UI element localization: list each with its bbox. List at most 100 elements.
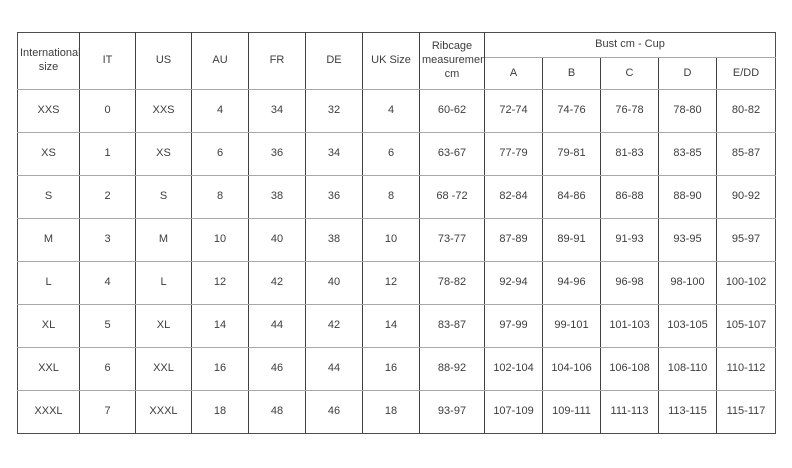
col-header-cup-b: B xyxy=(542,57,601,90)
size-value-cell: 63-67 xyxy=(419,132,485,176)
size-value-cell: 81-83 xyxy=(600,132,659,176)
size-value-cell: XXL xyxy=(135,347,192,391)
size-value-cell: 34 xyxy=(305,132,363,176)
col-header-cup-c: C xyxy=(600,57,659,90)
size-value-cell: 60-62 xyxy=(419,89,485,133)
size-value-cell: XXXL xyxy=(135,390,192,434)
size-value-cell: XL xyxy=(135,304,192,348)
size-value-cell: 16 xyxy=(191,347,249,391)
size-value-cell: 83-85 xyxy=(658,132,717,176)
size-value-cell: 109-111 xyxy=(542,390,601,434)
table-row: M 3 M 10 40 38 10 73-77 87-89 89-91 91-93 93-95 95-9… xyxy=(17,218,776,262)
size-value-cell: 76-78 xyxy=(600,89,659,133)
size-value-cell: 104-106 xyxy=(542,347,601,391)
size-value-cell: 14 xyxy=(191,304,249,348)
size-label-cell: XL xyxy=(17,304,80,348)
size-value-cell: 5 xyxy=(79,304,136,348)
col-header-cup-edd: E/DD xyxy=(716,57,776,90)
size-label-cell: XS xyxy=(17,132,80,176)
size-value-cell: 18 xyxy=(362,390,420,434)
size-value-cell: 94-96 xyxy=(542,261,601,305)
header-row-cups: A B C D E/DD xyxy=(18,57,776,90)
size-value-cell: 85-87 xyxy=(716,132,776,176)
size-value-cell: 18 xyxy=(191,390,249,434)
table-row: XL 5 XL 14 44 42 14 83-87 97-99 99-101 101-103 103-… xyxy=(17,304,776,348)
size-value-cell: 74-76 xyxy=(542,89,601,133)
size-value-cell: 34 xyxy=(248,89,306,133)
size-value-cell: 0 xyxy=(79,89,136,133)
size-value-cell: 101-103 xyxy=(600,304,659,348)
size-value-cell: 6 xyxy=(191,132,249,176)
size-value-cell: XS xyxy=(135,132,192,176)
size-value-cell: 88-90 xyxy=(658,175,717,219)
size-value-cell: 42 xyxy=(248,261,306,305)
size-value-cell: 89-91 xyxy=(542,218,601,262)
size-value-cell: 32 xyxy=(305,89,363,133)
size-value-cell: 99-101 xyxy=(542,304,601,348)
size-value-cell: 42 xyxy=(305,304,363,348)
col-header-cup-a: A xyxy=(484,57,543,90)
size-value-cell: XXS xyxy=(135,89,192,133)
size-value-cell: 6 xyxy=(362,132,420,176)
size-value-cell: 78-82 xyxy=(419,261,485,305)
size-value-cell: 12 xyxy=(191,261,249,305)
col-header-bust-cup-group: Bust cm - Cup xyxy=(484,32,776,58)
size-value-cell: 48 xyxy=(248,390,306,434)
size-label-cell: XXXL xyxy=(17,390,80,434)
size-value-cell: 115-117 xyxy=(716,390,776,434)
size-value-cell: 16 xyxy=(362,347,420,391)
size-value-cell: 100-102 xyxy=(716,261,776,305)
size-value-cell: 82-84 xyxy=(484,175,543,219)
size-value-cell: 98-100 xyxy=(658,261,717,305)
size-value-cell: 84-86 xyxy=(542,175,601,219)
size-value-cell: 102-104 xyxy=(484,347,543,391)
size-value-cell: 73-77 xyxy=(419,218,485,262)
size-value-cell: 10 xyxy=(191,218,249,262)
size-value-cell: 46 xyxy=(248,347,306,391)
size-value-cell: 95-97 xyxy=(716,218,776,262)
size-value-cell: 46 xyxy=(305,390,363,434)
size-value-cell: 86-88 xyxy=(600,175,659,219)
size-value-cell: 91-93 xyxy=(600,218,659,262)
size-label-cell: XXL xyxy=(17,347,80,391)
size-value-cell: 92-94 xyxy=(484,261,543,305)
size-value-cell: 106-108 xyxy=(600,347,659,391)
size-value-cell: 93-97 xyxy=(419,390,485,434)
size-value-cell: 72-74 xyxy=(484,89,543,133)
size-value-cell: M xyxy=(135,218,192,262)
size-value-cell: 8 xyxy=(362,175,420,219)
table-row: XXXL 7 XXXL 18 48 46 18 93-97 107-109 109-111 111-… xyxy=(17,390,776,434)
size-value-cell: L xyxy=(135,261,192,305)
size-value-cell: 93-95 xyxy=(658,218,717,262)
table-row: XXL 6 XXL 16 46 44 16 88-92 102-104 104-106 106-10… xyxy=(17,347,776,391)
size-value-cell: 1 xyxy=(79,132,136,176)
size-table-body: XXS 0 XXS 4 34 32 4 60-62 72-74 74-76 76-78 78-80 80… xyxy=(17,89,776,434)
table-row: XXS 0 XXS 4 34 32 4 60-62 72-74 74-76 76-78 78-80 80… xyxy=(17,89,776,133)
size-value-cell: 111-113 xyxy=(600,390,659,434)
col-header-au: AU xyxy=(191,32,249,90)
size-value-cell: 8 xyxy=(191,175,249,219)
size-value-cell: 38 xyxy=(248,175,306,219)
table-row: L 4 L 12 42 40 12 78-82 92-94 94-96 96-98 98-100 100… xyxy=(17,261,776,305)
size-value-cell: 14 xyxy=(362,304,420,348)
col-header-us: US xyxy=(135,32,192,90)
size-label-cell: L xyxy=(17,261,80,305)
size-value-cell: 78-80 xyxy=(658,89,717,133)
size-value-cell: 88-92 xyxy=(419,347,485,391)
size-value-cell: 3 xyxy=(79,218,136,262)
size-value-cell: 4 xyxy=(79,261,136,305)
col-header-uk-size: UK Size xyxy=(362,32,420,90)
size-value-cell: 40 xyxy=(305,261,363,305)
table-header: International size IT US AU FR DE UK Siz… xyxy=(17,32,776,90)
size-value-cell: 97-99 xyxy=(484,304,543,348)
size-value-cell: 79-81 xyxy=(542,132,601,176)
size-value-cell: 90-92 xyxy=(716,175,776,219)
size-label-cell: M xyxy=(17,218,80,262)
size-value-cell: 113-115 xyxy=(658,390,717,434)
size-value-cell: 40 xyxy=(248,218,306,262)
size-value-cell: 6 xyxy=(79,347,136,391)
size-value-cell: 36 xyxy=(248,132,306,176)
size-conversion-table: International size IT US AU FR DE UK Siz… xyxy=(17,32,776,434)
col-header-fr: FR xyxy=(248,32,306,90)
